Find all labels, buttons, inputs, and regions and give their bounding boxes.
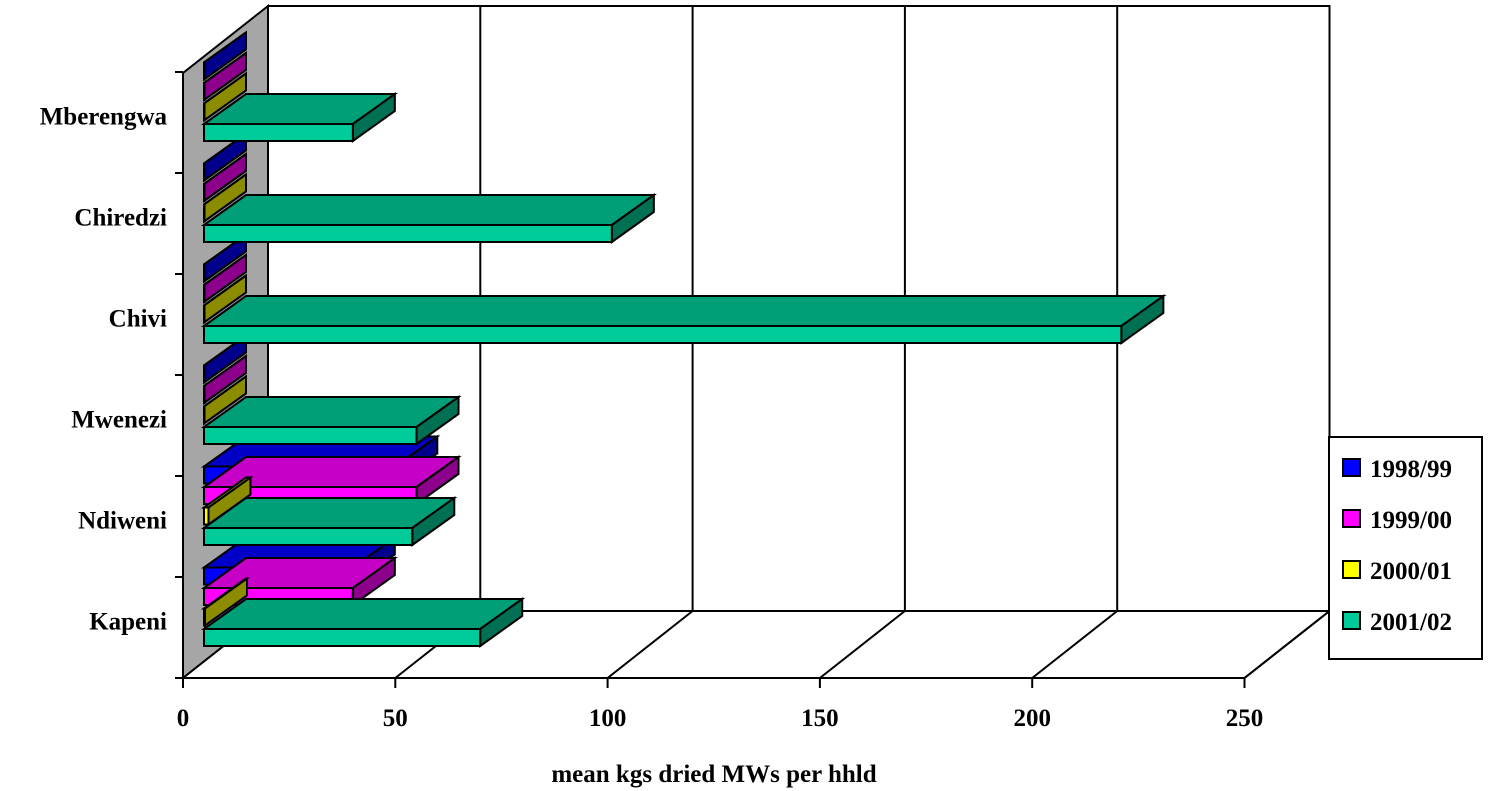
legend-label: 1999/00 bbox=[1370, 507, 1452, 534]
gridline-floor bbox=[1243, 610, 1331, 679]
tick-labels: 0 50 100 150 200 250 bbox=[177, 705, 1264, 732]
category-label: Ndiweni bbox=[78, 508, 167, 535]
bar bbox=[203, 374, 247, 426]
bar bbox=[200, 597, 526, 648]
legend-swatch bbox=[1342, 509, 1361, 528]
legend-label: 2000/01 bbox=[1370, 558, 1452, 585]
legend-swatch bbox=[1342, 611, 1361, 630]
bars bbox=[200, 30, 1167, 648]
legend: 1998/99 1999/00 2000/01 2001/02 bbox=[1328, 436, 1483, 660]
bar bbox=[203, 273, 247, 325]
x-tick-label: 150 bbox=[801, 705, 839, 732]
axes bbox=[175, 71, 1246, 688]
category-label: Mberengwa bbox=[40, 104, 168, 131]
category-labels: Kapeni Ndiweni Mwenezi Chivi Chiredzi Mbereng… bbox=[40, 104, 168, 636]
bar bbox=[200, 92, 398, 143]
gridline-floor bbox=[606, 610, 694, 679]
bar bbox=[200, 475, 254, 527]
x-axis-title: mean kgs dried MWs per hhld bbox=[551, 761, 876, 788]
gridline-floor bbox=[819, 610, 906, 679]
x-tick-label: 250 bbox=[1226, 705, 1264, 732]
legend-swatch bbox=[1342, 458, 1361, 477]
category-label: Mwenezi bbox=[71, 407, 167, 434]
x-tick-label: 100 bbox=[589, 705, 627, 732]
bar bbox=[203, 71, 247, 123]
bar bbox=[200, 395, 462, 446]
bar bbox=[200, 294, 1167, 345]
legend-label: 2001/02 bbox=[1370, 609, 1452, 636]
bar bbox=[203, 51, 247, 102]
x-tick-label: 0 bbox=[177, 705, 190, 732]
bar bbox=[200, 193, 657, 244]
category-label: Chiredzi bbox=[74, 205, 167, 232]
x-tick-label: 200 bbox=[1013, 705, 1051, 732]
legend-swatch bbox=[1342, 560, 1361, 579]
bar bbox=[203, 152, 247, 203]
gridline-floor bbox=[1031, 610, 1118, 679]
category-label: Chivi bbox=[109, 306, 167, 333]
bar bbox=[203, 172, 247, 224]
bar bbox=[203, 232, 247, 284]
bar bbox=[203, 253, 247, 304]
legend-label: 1998/99 bbox=[1370, 456, 1452, 483]
x-tick-label: 50 bbox=[383, 705, 408, 732]
bar bbox=[203, 30, 247, 82]
category-label: Kapeni bbox=[89, 609, 167, 636]
bar bbox=[203, 354, 247, 405]
bar bbox=[200, 576, 251, 628]
bar bbox=[200, 496, 458, 547]
